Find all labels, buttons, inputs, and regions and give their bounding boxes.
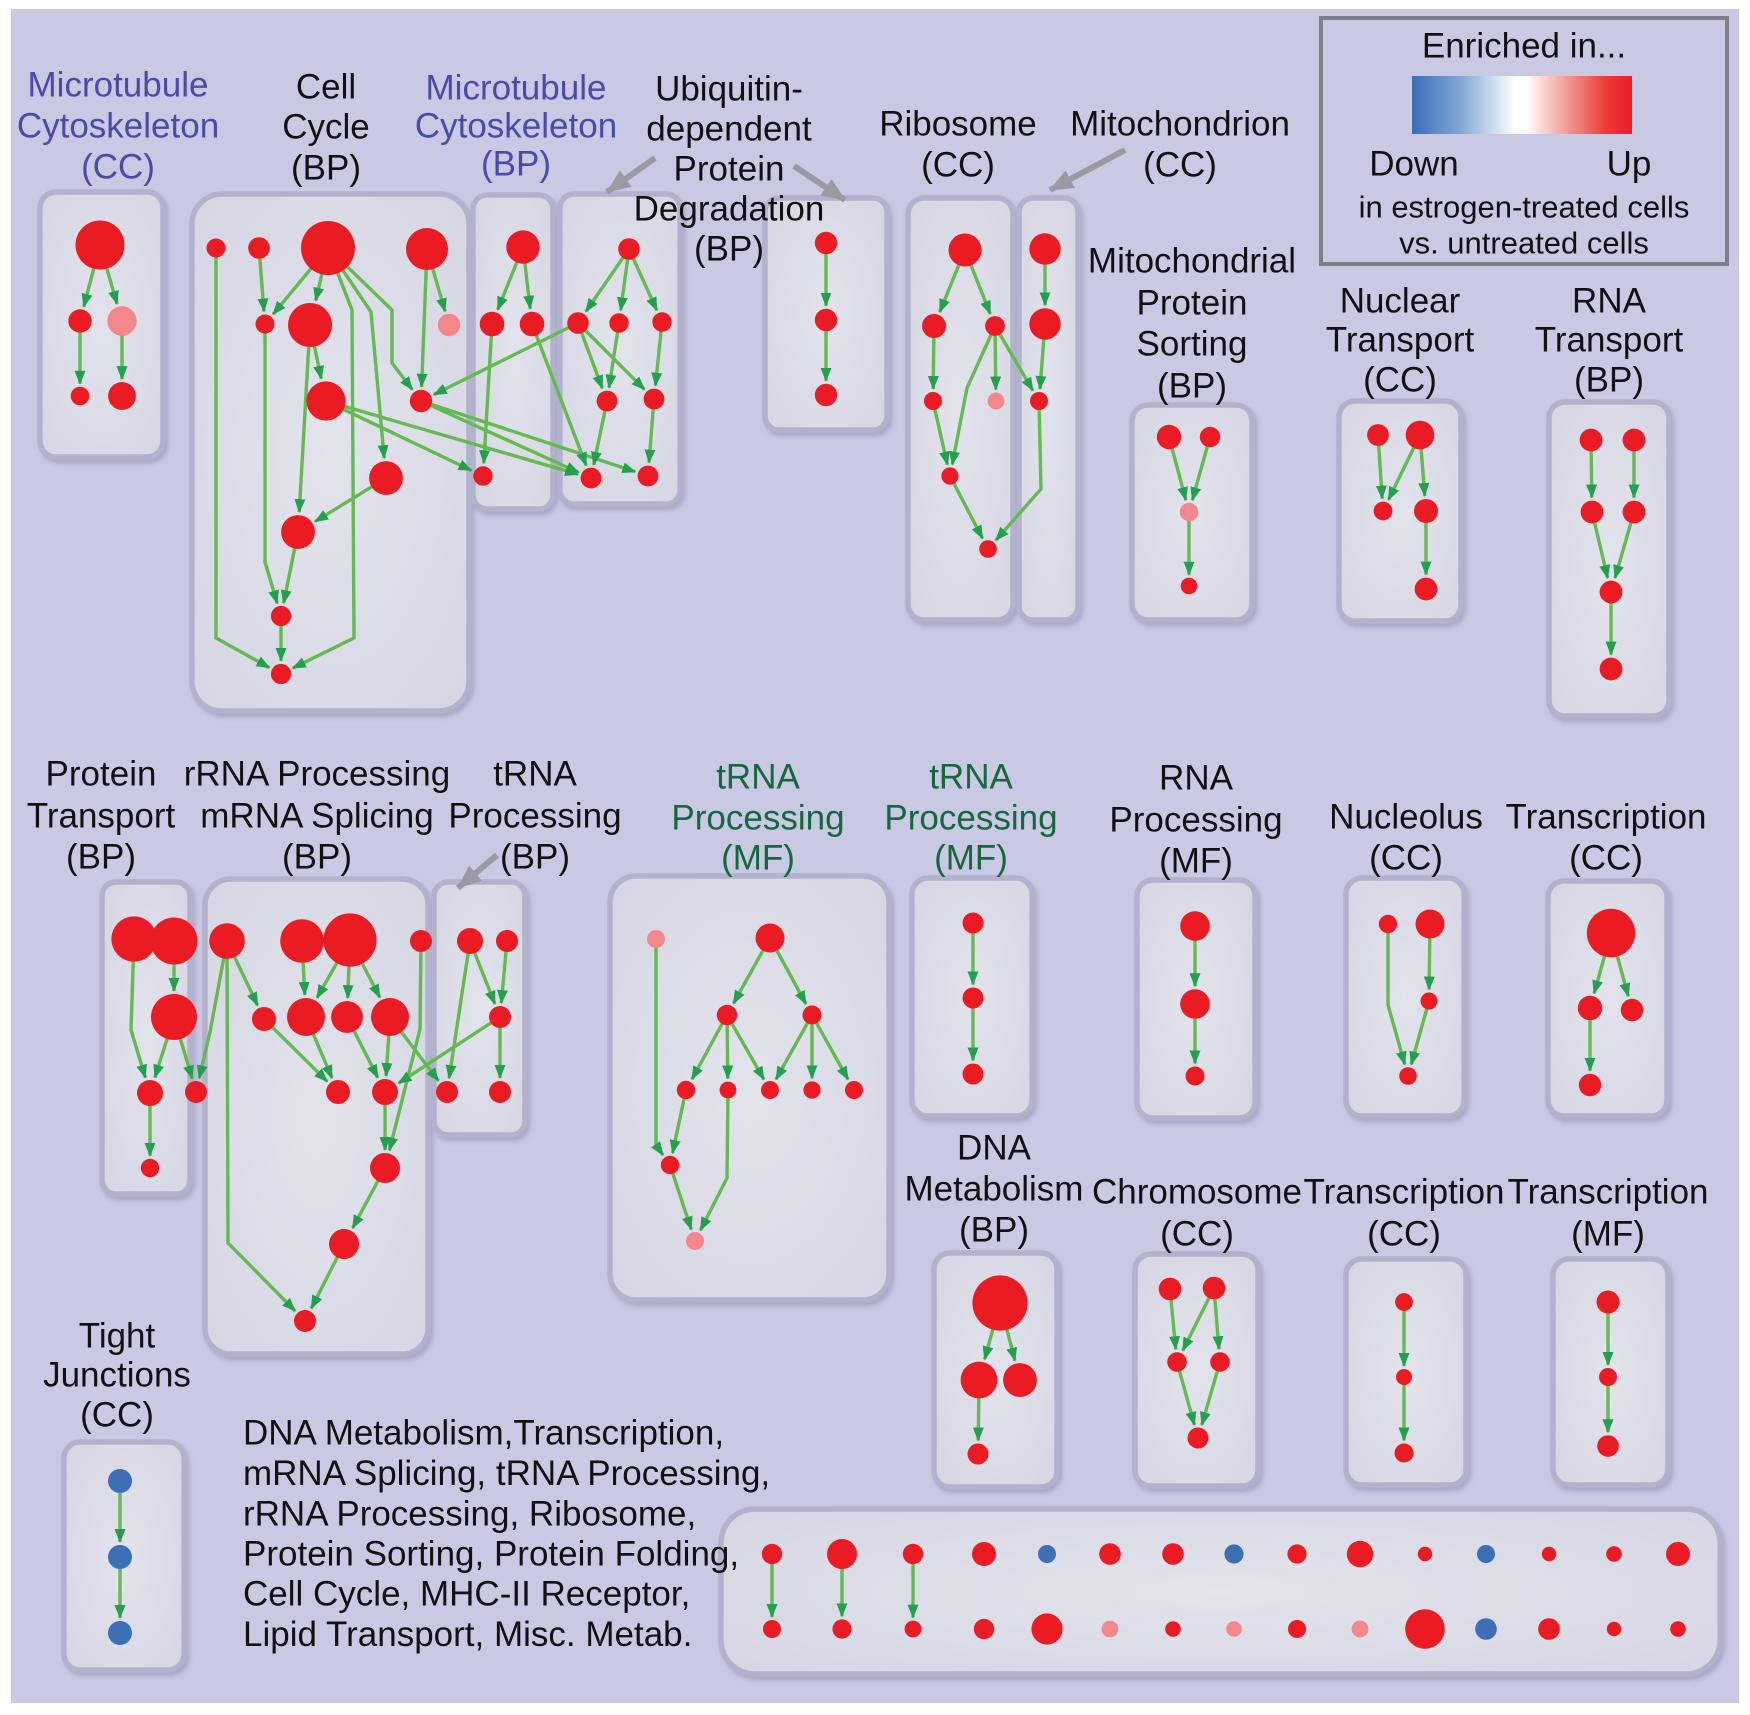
- svg-text:Junctions: Junctions: [43, 1356, 191, 1395]
- svg-text:Processing: Processing: [448, 797, 621, 836]
- svg-text:(MF): (MF): [934, 839, 1008, 878]
- svg-text:Lipid Transport, Misc. Metab.: Lipid Transport, Misc. Metab.: [243, 1615, 692, 1654]
- svg-text:(CC): (CC): [80, 1396, 154, 1435]
- svg-text:tRNA: tRNA: [493, 755, 577, 794]
- svg-text:(BP): (BP): [291, 149, 361, 188]
- svg-text:Protein Sorting, Protein Foldi: Protein Sorting, Protein Folding,: [243, 1535, 739, 1574]
- svg-text:(MF): (MF): [1571, 1215, 1645, 1254]
- svg-text:vs. untreated cells: vs. untreated cells: [1399, 226, 1649, 261]
- svg-text:Cell: Cell: [296, 68, 356, 107]
- svg-text:Mitochondrion: Mitochondrion: [1070, 105, 1290, 144]
- svg-text:(CC): (CC): [1367, 1215, 1441, 1254]
- svg-text:(BP): (BP): [66, 838, 136, 877]
- svg-text:Cytoskeleton: Cytoskeleton: [17, 107, 219, 146]
- svg-text:Chromosome: Chromosome: [1092, 1173, 1302, 1212]
- svg-text:Enriched in...: Enriched in...: [1422, 27, 1626, 66]
- svg-text:Protein: Protein: [46, 755, 157, 794]
- svg-text:Protein: Protein: [674, 150, 785, 189]
- svg-text:tRNA: tRNA: [929, 758, 1013, 797]
- svg-text:dependent: dependent: [646, 110, 812, 149]
- svg-text:mRNA Splicing, tRNA Processing: mRNA Splicing, tRNA Processing,: [243, 1454, 770, 1493]
- svg-text:Transcription: Transcription: [1508, 1173, 1709, 1212]
- svg-text:(CC): (CC): [1160, 1215, 1234, 1254]
- svg-text:rRNA Processing, Ribosome,: rRNA Processing, Ribosome,: [243, 1495, 696, 1534]
- svg-text:mRNA Splicing: mRNA Splicing: [200, 797, 433, 836]
- svg-text:rRNA Processing: rRNA Processing: [184, 755, 450, 794]
- svg-text:Down: Down: [1369, 145, 1458, 184]
- svg-text:Processing: Processing: [1109, 801, 1282, 840]
- svg-text:Transcription: Transcription: [1506, 798, 1707, 837]
- svg-text:Ribosome: Ribosome: [879, 105, 1037, 144]
- svg-text:Protein: Protein: [1137, 284, 1248, 323]
- svg-text:(CC): (CC): [1143, 146, 1217, 185]
- svg-text:(MF): (MF): [721, 839, 795, 878]
- svg-text:Metabolism: Metabolism: [905, 1170, 1084, 1209]
- svg-text:DNA: DNA: [957, 1129, 1032, 1168]
- svg-text:Ubiquitin-: Ubiquitin-: [655, 70, 803, 109]
- svg-text:(BP): (BP): [481, 145, 551, 184]
- svg-text:Degradation: Degradation: [634, 190, 825, 229]
- svg-text:Microtubule: Microtubule: [28, 66, 209, 105]
- svg-text:Nuclear: Nuclear: [1340, 282, 1461, 321]
- svg-text:Up: Up: [1607, 145, 1652, 184]
- svg-text:(BP): (BP): [1574, 361, 1644, 400]
- svg-text:(CC): (CC): [921, 146, 995, 185]
- svg-text:Transcription: Transcription: [1304, 1173, 1505, 1212]
- svg-text:Transport: Transport: [1326, 321, 1475, 360]
- svg-text:RNA: RNA: [1572, 282, 1647, 321]
- svg-text:Sorting: Sorting: [1137, 325, 1248, 364]
- svg-text:in estrogen-treated cells: in estrogen-treated cells: [1359, 190, 1690, 225]
- svg-text:Transport: Transport: [1535, 321, 1684, 360]
- svg-text:(BP): (BP): [500, 838, 570, 877]
- svg-text:Cycle: Cycle: [282, 108, 370, 147]
- svg-text:(CC): (CC): [1363, 361, 1437, 400]
- svg-text:(CC): (CC): [1369, 839, 1443, 878]
- svg-text:(BP): (BP): [694, 230, 764, 269]
- svg-text:Processing: Processing: [884, 799, 1057, 838]
- svg-text:(MF): (MF): [1159, 842, 1233, 881]
- svg-text:Cell Cycle, MHC-II Receptor,: Cell Cycle, MHC-II Receptor,: [243, 1575, 690, 1614]
- svg-text:Cytoskeleton: Cytoskeleton: [415, 107, 617, 146]
- svg-text:Nucleolus: Nucleolus: [1329, 798, 1483, 837]
- svg-text:Processing: Processing: [671, 799, 844, 838]
- svg-text:(CC): (CC): [1569, 839, 1643, 878]
- svg-text:(BP): (BP): [282, 838, 352, 877]
- svg-text:DNA Metabolism,Transcription,: DNA Metabolism,Transcription,: [243, 1414, 724, 1453]
- svg-text:(BP): (BP): [959, 1211, 1029, 1250]
- svg-text:Microtubule: Microtubule: [426, 69, 607, 108]
- svg-text:Transport: Transport: [27, 797, 176, 836]
- svg-text:(BP): (BP): [1157, 367, 1227, 406]
- svg-text:(CC): (CC): [81, 148, 155, 187]
- svg-text:tRNA: tRNA: [716, 758, 800, 797]
- svg-text:Tight: Tight: [79, 1317, 156, 1356]
- svg-text:Mitochondrial: Mitochondrial: [1088, 242, 1296, 281]
- svg-text:RNA: RNA: [1159, 759, 1234, 798]
